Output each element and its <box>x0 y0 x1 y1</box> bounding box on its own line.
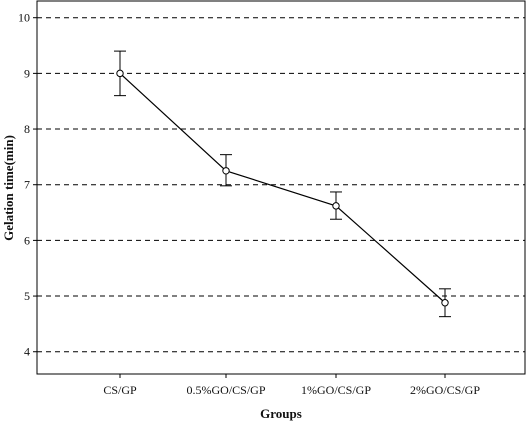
series-line-group <box>114 50 451 318</box>
x-tick-label-3: 2%GO/CS/GP <box>410 383 480 397</box>
x-tick-label-1: 0.5%GO/CS/GP <box>186 383 265 397</box>
x-axis-ticks: CS/GP 0.5%GO/CS/GP 1%GO/CS/GP 2%GO/CS/GP <box>103 374 480 397</box>
y-axis-title: Gelation time(min) <box>1 135 16 241</box>
y-tick-label-4: 4 <box>24 345 30 359</box>
y-tick-label-9: 9 <box>24 66 30 80</box>
data-point-1 <box>222 167 230 175</box>
x-axis-title: Groups <box>260 406 302 421</box>
y-tick-label-10: 10 <box>18 11 30 25</box>
y-tick-label-7: 7 <box>24 178 30 192</box>
x-tick-label-0: CS/GP <box>103 383 137 397</box>
plot-area <box>36 0 526 375</box>
data-point-2 <box>332 202 340 210</box>
y-tick-label-6: 6 <box>24 233 30 247</box>
series-line-0 <box>119 72 446 304</box>
x-tick-label-2: 1%GO/CS/GP <box>301 383 371 397</box>
y-tick-label-8: 8 <box>24 122 30 136</box>
data-point-0 <box>116 69 124 78</box>
grid-lines <box>37 17 525 353</box>
data-point-3 <box>441 299 449 307</box>
y-tick-label-5: 5 <box>24 289 30 303</box>
y-axis-ticks: 4 5 6 7 8 9 10 <box>18 11 37 359</box>
